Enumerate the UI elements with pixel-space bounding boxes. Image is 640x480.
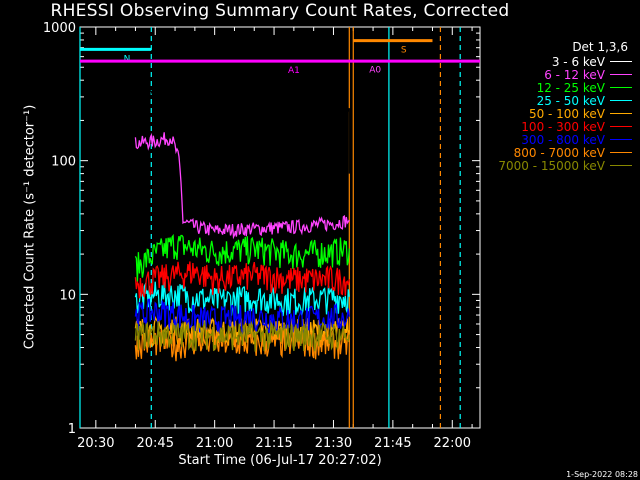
legend-item: 12 - 25 keV xyxy=(480,80,632,95)
legend-swatch xyxy=(610,139,632,140)
legend-swatch xyxy=(610,152,632,153)
legend-item: 800 - 7000 keV xyxy=(480,145,632,160)
legend-swatch xyxy=(610,126,632,127)
legend-item: 3 - 6 keV xyxy=(480,54,632,69)
x-tick-label: 22:00 xyxy=(434,436,471,451)
legend-swatch xyxy=(610,74,632,75)
flag-label: S xyxy=(401,46,407,56)
x-tick-label: 21:45 xyxy=(374,436,411,451)
flag-label: N xyxy=(124,54,131,64)
legend-swatch xyxy=(610,165,632,166)
legend-item-label: 7000 - 15000 keV xyxy=(498,158,605,173)
legend-swatch xyxy=(610,87,632,88)
y-tick-label: 100 xyxy=(51,155,76,170)
series-line-12-25kev xyxy=(134,233,350,282)
y-tick-label: 1 xyxy=(68,422,76,437)
x-tick-label: 20:45 xyxy=(137,436,174,451)
legend: Det 1,3,6 3 - 6 keV 6 - 12 keV 12 - 25 keV… xyxy=(480,40,632,173)
series-line-100-300kev xyxy=(134,261,350,299)
legend-item: 100 - 300 keV xyxy=(480,119,632,134)
x-axis-label: Start Time (06-Jul-17 20:27:02) xyxy=(178,453,382,468)
series-line-7000-15000kev xyxy=(134,319,350,352)
series-line-3-6kev xyxy=(134,87,350,174)
series-line-50-100kev xyxy=(134,315,350,348)
y-tick-label: 10 xyxy=(59,288,76,303)
legend-swatch xyxy=(610,61,632,62)
legend-item-label: 12 - 25 keV xyxy=(536,80,605,95)
x-tick-label: 21:15 xyxy=(255,436,292,451)
legend-item-label: 6 - 12 keV xyxy=(544,67,605,82)
y-tick-label: 1000 xyxy=(43,21,76,36)
datestamp: 1-Sep-2022 08:28 xyxy=(566,470,638,479)
legend-item-label: 25 - 50 keV xyxy=(536,93,605,108)
legend-item: 7000 - 15000 keV xyxy=(480,158,632,173)
legend-item-label: 3 - 6 keV xyxy=(551,54,605,69)
x-tick-label: 20:30 xyxy=(77,436,114,451)
series-line-25-50kev xyxy=(134,281,350,317)
y-axis-label: Corrected Count Rate (s⁻¹ detector⁻¹) xyxy=(22,104,38,350)
legend-item: 6 - 12 keV xyxy=(480,67,632,82)
chart-title: RHESSI Observing Summary Count Rates, Co… xyxy=(50,1,510,21)
legend-swatch xyxy=(610,100,632,101)
flag-label: A0 xyxy=(369,66,381,76)
series-line-6-12kev xyxy=(134,132,350,240)
legend-item-label: 50 - 100 keV xyxy=(528,106,605,121)
x-tick-label: 21:30 xyxy=(315,436,352,451)
x-tick-label: 21:00 xyxy=(196,436,233,451)
legend-item: 50 - 100 keV xyxy=(480,106,632,121)
legend-swatch xyxy=(610,113,632,114)
legend-item: 300 - 800 keV xyxy=(480,132,632,147)
legend-item-label: 800 - 7000 keV xyxy=(513,145,605,160)
legend-title: Det 1,3,6 xyxy=(572,40,628,54)
legend-item-label: 100 - 300 keV xyxy=(521,119,605,134)
flag-label: A1 xyxy=(288,66,300,76)
legend-item: 25 - 50 keV xyxy=(480,93,632,108)
legend-item-label: 300 - 800 keV xyxy=(521,132,605,147)
